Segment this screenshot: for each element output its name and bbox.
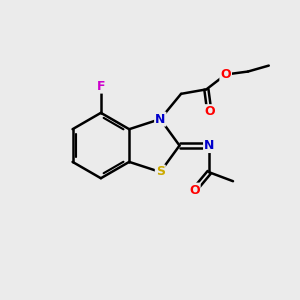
Text: O: O (189, 184, 200, 196)
Text: N: N (155, 112, 166, 126)
Text: S: S (156, 166, 165, 178)
Text: O: O (204, 105, 214, 118)
Text: F: F (97, 80, 105, 93)
Text: O: O (220, 68, 231, 81)
Text: N: N (204, 139, 214, 152)
